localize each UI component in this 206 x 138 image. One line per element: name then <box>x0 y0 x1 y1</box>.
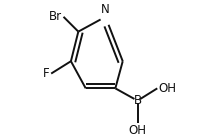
Text: Br: Br <box>49 10 62 23</box>
Text: F: F <box>43 67 50 80</box>
Text: OH: OH <box>129 124 146 137</box>
Text: N: N <box>101 3 110 16</box>
Text: B: B <box>133 94 142 107</box>
Text: OH: OH <box>158 82 177 95</box>
